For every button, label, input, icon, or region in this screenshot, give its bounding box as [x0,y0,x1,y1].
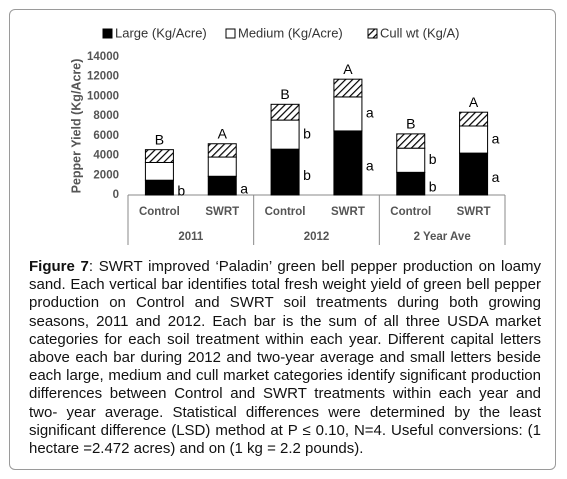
significance-letter: a [366,158,374,174]
total-letter: B [280,86,289,102]
legend-label: Medium (Kg/Acre) [238,25,343,40]
y-axis-label: Pepper Yield (Kg/Acre) [69,59,83,194]
significance-letter: b [303,125,311,141]
significance-letter: b [429,178,437,194]
bar-segment [396,171,426,196]
x-tick-label: SWRT [457,206,491,218]
caption: Figure 7: SWRT improved ‘Paladin’ green … [29,258,541,458]
significance-letter: a [366,105,374,121]
total-letter: B [155,131,164,147]
bar-segment [396,133,426,149]
y-tick-label: 14000 [87,51,119,63]
y-tick-label: 12000 [87,71,119,83]
significance-letter: b [429,151,437,167]
x-tick-label: SWRT [205,206,239,218]
bar-segment [459,152,489,196]
total-letter: A [218,125,228,141]
caption-label: Figure 7 [29,258,89,275]
significance-letter: b [303,167,311,183]
significance-letter: a [492,130,500,146]
total-letter: A [469,94,479,110]
caption-text: : SWRT improved ‘Paladin’ green bell pep… [29,258,541,458]
y-tick-label: 6000 [93,130,119,142]
y-tick-label: 4000 [93,150,119,162]
bar-segment [333,130,363,196]
bar-segment [333,78,363,98]
x-tick-label: SWRT [331,206,365,218]
group-label: 2012 [304,231,330,243]
y-tick-label: 0 [113,189,119,201]
y-tick-label: 2000 [93,169,119,181]
bar-segment [270,103,300,121]
figure-frame [9,9,556,470]
group-label: 2011 [178,231,204,243]
bar-segment [207,143,237,158]
legend-swatch [225,28,236,39]
bar-segment [207,175,237,196]
total-letter: A [343,61,353,77]
legend-label: Large (Kg/Acre) [115,25,207,40]
y-tick-label: 8000 [93,110,119,122]
group-label: 2 Year Ave [414,231,471,243]
bar-segment [459,111,489,127]
x-tick-label: Control [265,206,306,218]
significance-letter: a [492,169,500,185]
x-tick-label: Control [390,206,431,218]
legend-swatch [367,28,378,39]
bar-segment [333,96,363,132]
bar-segment [270,119,300,150]
chart: Pepper Yield (Kg/Acre) 0 2000 4000 6000 8000… [69,25,506,245]
bar-segment [144,161,174,181]
bar-segment [270,148,300,196]
x-tick-label: Control [139,206,180,218]
bar-segment [396,147,426,173]
legend-swatch [102,28,113,39]
bar-segment [144,179,174,196]
bar-segment [207,156,237,177]
total-letter: B [406,116,415,132]
y-tick-label: 10000 [87,90,119,102]
bar-segment [459,125,489,154]
significance-letter: b [177,182,185,198]
legend-label: Cull wt (Kg/A) [380,25,459,40]
bar-segment [144,149,174,163]
significance-letter: a [240,180,248,196]
